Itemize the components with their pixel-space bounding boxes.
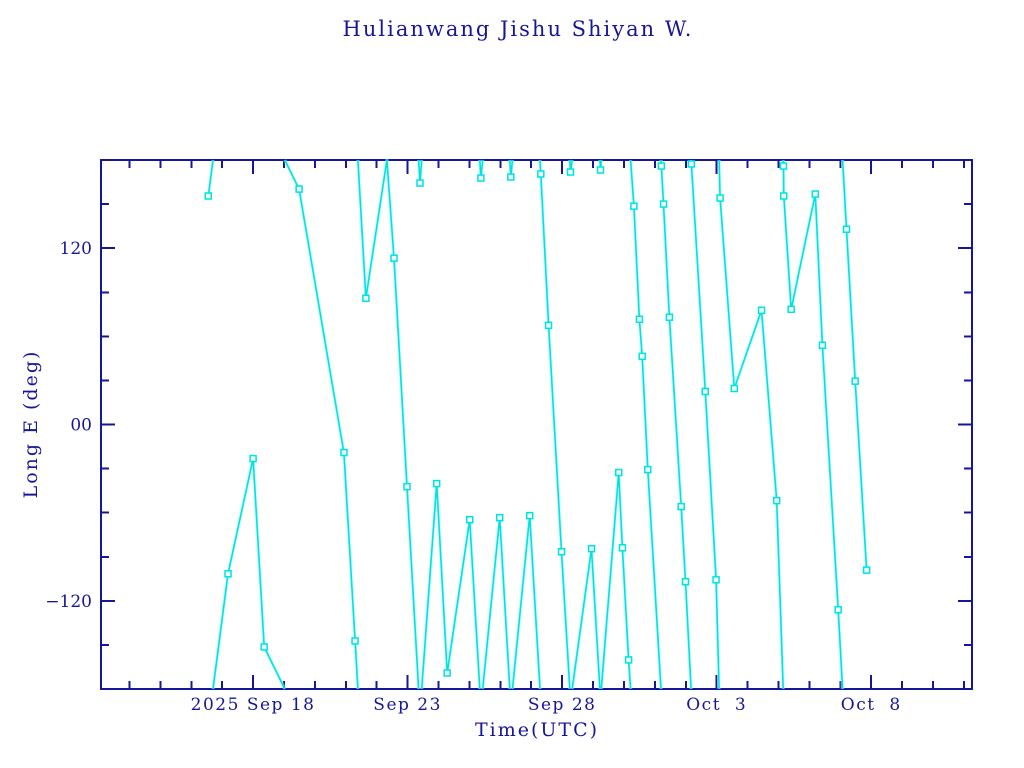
data-point-marker: [465, 515, 474, 524]
data-point-marker: [630, 202, 638, 210]
data-point-marker: [614, 468, 623, 477]
series-path: [207, 159, 868, 690]
data-point-marker: [657, 162, 666, 170]
data-point-marker: [587, 544, 596, 553]
data-point-marker: [635, 315, 644, 324]
data-point-marker: [638, 352, 646, 361]
x-tick-label: Sep 28: [528, 695, 597, 715]
data-point-marker: [716, 194, 724, 202]
data-point-marker: [772, 496, 781, 505]
data-point-marker: [204, 192, 213, 200]
data-point-marker: [260, 643, 268, 651]
data-point-marker: [507, 173, 515, 181]
x-tick-label: Oct 3: [686, 695, 747, 715]
data-point-marker: [537, 170, 545, 178]
y-axis-title: Long E (deg): [20, 349, 42, 499]
data-point-marker: [659, 200, 668, 208]
data-point-marker: [443, 669, 451, 677]
data-point-marker: [596, 166, 605, 174]
data-point-marker: [862, 566, 871, 574]
data-point-marker: [842, 225, 851, 233]
data-point-marker: [701, 387, 710, 396]
data-point-marker: [730, 384, 739, 393]
data-point-marker: [340, 448, 348, 457]
data-point-marker: [811, 190, 820, 198]
x-tick-label: Oct 8: [841, 695, 902, 715]
data-point-marker: [834, 606, 842, 614]
data-point-marker: [644, 465, 652, 474]
data-point-marker: [295, 185, 303, 193]
data-point-marker: [780, 192, 788, 200]
data-point-marker: [390, 254, 398, 262]
data-point-marker: [477, 174, 485, 182]
data-point-marker: [525, 511, 534, 520]
x-tick-label: 2025 Sep 18: [191, 695, 316, 715]
data-point-marker: [618, 544, 627, 552]
data-point-marker: [544, 321, 553, 330]
data-point-marker: [249, 454, 257, 463]
data-point-marker: [787, 305, 795, 314]
x-tick-label: Sep 23: [373, 695, 442, 715]
data-point-marker: [351, 637, 359, 645]
data-point-marker: [624, 656, 633, 664]
chart-title: Hulianwang Jishu Shiyan W.: [342, 17, 694, 41]
data-point-marker: [432, 479, 441, 488]
data-point-marker: [757, 306, 766, 315]
data-point-marker: [495, 513, 504, 522]
x-axis-title: Time(UTC): [474, 719, 600, 741]
data-point-marker: [779, 162, 788, 170]
data-point-marker: [851, 377, 859, 385]
data-point-marker: [566, 168, 575, 176]
data-point-marker: [557, 548, 566, 556]
data-point-marker: [818, 341, 827, 350]
data-point-marker: [403, 482, 411, 491]
data-point-marker: [687, 160, 696, 168]
y-tick-label: 00: [70, 416, 92, 436]
data-point-marker: [681, 577, 690, 586]
y-tick-label: −120: [45, 592, 92, 612]
data-point-marker: [665, 313, 674, 321]
data-point-marker: [677, 502, 685, 511]
data-point-marker: [712, 576, 720, 584]
data-point-marker: [362, 294, 370, 303]
data-point-marker: [224, 570, 232, 578]
y-tick-label: 120: [60, 239, 92, 259]
data-point-marker: [416, 179, 424, 187]
